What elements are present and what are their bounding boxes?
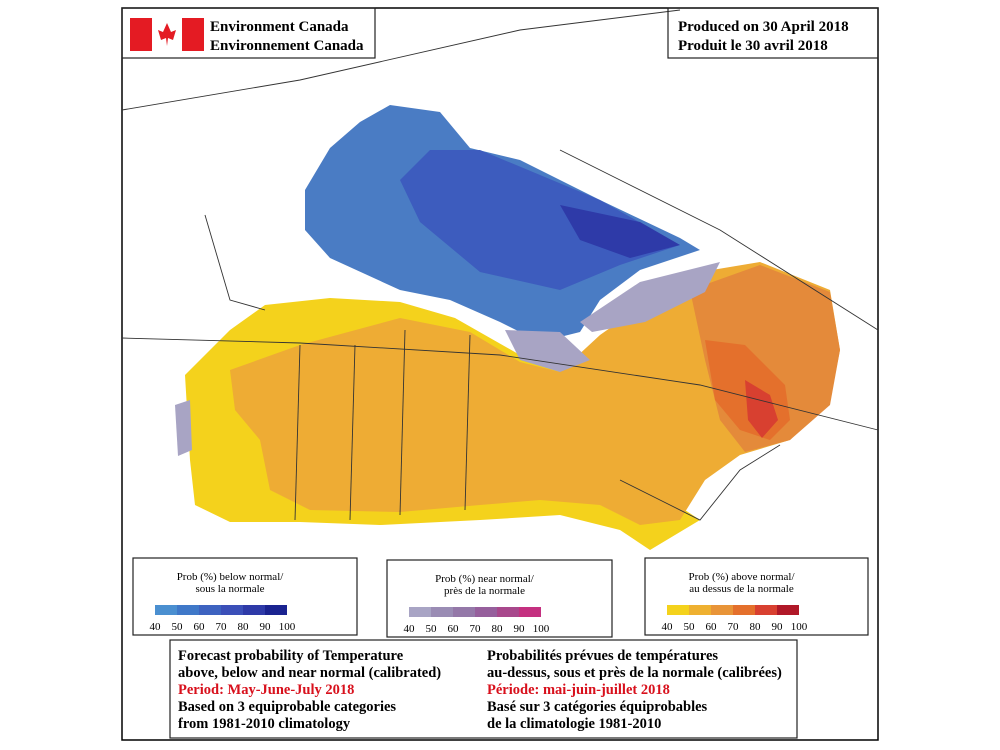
legend-tick: 50 bbox=[684, 621, 696, 633]
flag bbox=[130, 18, 204, 51]
legend-tick: 70 bbox=[470, 623, 482, 635]
legend-tick: 80 bbox=[238, 621, 250, 633]
legend-tick: 70 bbox=[216, 621, 228, 633]
legend-box bbox=[644, 557, 869, 636]
agency-fr: Environnement Canada bbox=[210, 38, 364, 54]
legend-swatch bbox=[265, 605, 287, 615]
caption-box bbox=[169, 639, 798, 739]
legend-swatch bbox=[733, 605, 755, 615]
caption-line: Probabilités prévues de températures bbox=[487, 648, 718, 664]
legend-swatch bbox=[431, 607, 453, 617]
legend-title: Prob (%) below normal/ bbox=[177, 571, 285, 583]
legend-tick: 80 bbox=[492, 623, 504, 635]
legend-box bbox=[132, 557, 358, 636]
legend-tick: 90 bbox=[514, 623, 526, 635]
legend-swatch bbox=[519, 607, 541, 617]
produced-en: Produced on 30 April 2018 bbox=[678, 19, 849, 35]
caption-line: Période: mai-juin-juillet 2018 bbox=[487, 682, 670, 698]
legend-swatch bbox=[453, 607, 475, 617]
legend-title: au dessus de la normale bbox=[689, 583, 794, 595]
legend-tick: 100 bbox=[791, 621, 808, 633]
legend-title: Prob (%) near normal/ bbox=[435, 573, 535, 585]
legend-swatch bbox=[777, 605, 799, 615]
legend-title: sous la normale bbox=[195, 583, 264, 595]
legend-tick: 60 bbox=[448, 623, 460, 635]
legend-swatch bbox=[755, 605, 777, 615]
legend-tick: 80 bbox=[750, 621, 762, 633]
legend-swatch bbox=[243, 605, 265, 615]
legend-tick: 70 bbox=[728, 621, 740, 633]
legend-swatch bbox=[221, 605, 243, 615]
caption-line: above, below and near normal (calibrated… bbox=[178, 665, 441, 681]
caption-line: Based on 3 equiprobable categories bbox=[178, 699, 396, 715]
legend-swatch bbox=[199, 605, 221, 615]
legend-title: Prob (%) above normal/ bbox=[689, 571, 796, 583]
legend-tick: 100 bbox=[279, 621, 296, 633]
caption-line: Basé sur 3 catégories équiprobables bbox=[487, 699, 708, 715]
agency-en: Environment Canada bbox=[210, 19, 349, 35]
legend-tick: 90 bbox=[772, 621, 784, 633]
legend-tick: 50 bbox=[172, 621, 184, 633]
caption-line: Period: May-June-July 2018 bbox=[178, 682, 354, 698]
legend-tick: 40 bbox=[150, 621, 162, 633]
caption-line: from 1981-2010 climatology bbox=[178, 716, 351, 732]
legend-swatch bbox=[711, 605, 733, 615]
legend-swatch bbox=[155, 605, 177, 615]
caption: Forecast probability of Temperatureabove… bbox=[178, 648, 782, 732]
legend-tick: 60 bbox=[706, 621, 718, 633]
header-box bbox=[121, 7, 376, 59]
legend-swatch bbox=[409, 607, 431, 617]
legend-swatch bbox=[497, 607, 519, 617]
legend-title: près de la normale bbox=[444, 585, 525, 597]
legend-tick: 50 bbox=[426, 623, 438, 635]
legend-swatch bbox=[177, 605, 199, 615]
legend-tick: 40 bbox=[404, 623, 416, 635]
legends: Prob (%) below normal/sous la normale 40 5… bbox=[132, 557, 869, 638]
caption-line: Forecast probability of Temperature bbox=[178, 648, 404, 664]
legend-tick: 100 bbox=[533, 623, 550, 635]
map bbox=[121, 9, 879, 550]
legend-tick: 40 bbox=[662, 621, 674, 633]
legend-box bbox=[386, 559, 613, 638]
produced-box bbox=[667, 7, 879, 59]
legend-swatch bbox=[689, 605, 711, 615]
legend-swatch bbox=[667, 605, 689, 615]
legend-swatch bbox=[475, 607, 497, 617]
caption-line: au-dessus, sous et près de la normale (c… bbox=[487, 665, 782, 681]
legend-tick: 90 bbox=[260, 621, 272, 633]
produced-fr: Produit le 30 avril 2018 bbox=[678, 38, 828, 54]
legend-tick: 60 bbox=[194, 621, 206, 633]
caption-line: de la climatologie 1981-2010 bbox=[487, 716, 661, 732]
